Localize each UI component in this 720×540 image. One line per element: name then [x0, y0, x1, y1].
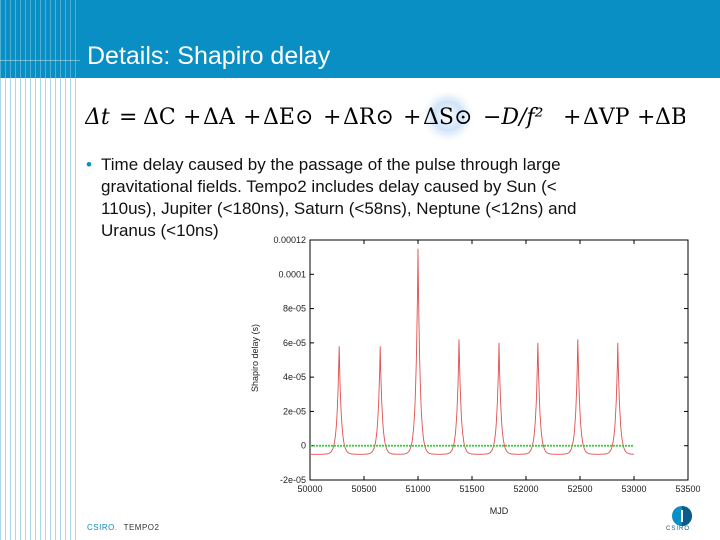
- title-bar: Details: Shapiro delay: [0, 0, 720, 78]
- y-tick-label: -2e-05: [280, 475, 306, 485]
- y-tick-label: 8e-05: [283, 304, 306, 314]
- eq-term-b: ΔB: [655, 105, 685, 130]
- header-rule: [0, 60, 80, 61]
- bullet-line-1: Time delay caused by the passage of the …: [101, 155, 561, 174]
- footer: CSIRO. TEMPO2: [87, 523, 159, 532]
- bullet-dot: •: [86, 155, 92, 174]
- header-stripes: [0, 0, 80, 78]
- y-axis-label: Shapiro delay (s): [250, 324, 260, 392]
- left-decorative-lines: [0, 78, 80, 540]
- x-tick-label: 51500: [459, 484, 484, 494]
- bullet-text: Time delay caused by the passage of the …: [101, 154, 681, 242]
- eq-term-r: ΔR⊙: [343, 105, 394, 130]
- x-tick-label: 53500: [675, 484, 700, 494]
- footer-project: TEMPO2: [123, 523, 160, 532]
- eq-term-e: ΔE⊙: [263, 105, 313, 130]
- eq-term-vp: ΔVP: [583, 105, 630, 130]
- bullet-line-2: gravitational fields. Tempo2 includes de…: [101, 177, 557, 196]
- x-axis-label: MJD: [490, 506, 509, 516]
- timing-equation: Δt = ΔC + ΔA + ΔE⊙ + ΔR⊙ + ΔS⊙ −D/f² + Δ…: [85, 92, 685, 142]
- eq-equals: =: [119, 105, 137, 130]
- footer-org: CSIRO.: [87, 523, 118, 532]
- eq-plus-2: +: [243, 105, 261, 130]
- slide-title: Details: Shapiro delay: [87, 42, 331, 70]
- y-tick-label: 6e-05: [283, 338, 306, 348]
- eq-term-s: ΔS⊙: [423, 105, 472, 130]
- y-tick-label: 0: [301, 441, 306, 451]
- eq-term-d: −D/f²: [483, 105, 543, 130]
- bullet-line-3: 110us), Jupiter (<180ns), Saturn (<58ns)…: [101, 199, 577, 218]
- eq-plus-5: +: [563, 105, 581, 130]
- csiro-logo-icon: [672, 506, 692, 526]
- eq-plus-4: +: [403, 105, 421, 130]
- x-tick-label: 53000: [621, 484, 646, 494]
- x-tick-label: 52000: [513, 484, 538, 494]
- eq-term-a: ΔA: [203, 105, 236, 130]
- shapiro-delay-chart: -2e-05 0 2e-05 4e-05 6e-05 8e-05 0.0001 0.00012…: [250, 235, 700, 516]
- highlight-glow: [422, 92, 474, 142]
- logo-caption: CSIRO: [666, 526, 691, 532]
- y-tick-label: 0.00012: [273, 235, 306, 245]
- x-tick-label: 51000: [405, 484, 430, 494]
- eq-plus-1: +: [183, 105, 201, 130]
- y-tick-label: 4e-05: [283, 372, 306, 382]
- x-axis-ticks: 50000 50500 51000 51500 52000 52500 53000 53500: [297, 240, 700, 494]
- x-tick-label: 50000: [297, 484, 322, 494]
- y-tick-label: 0.0001: [278, 269, 306, 279]
- eq-plus-3: +: [323, 105, 341, 130]
- eq-plus-6: +: [637, 105, 655, 130]
- bullet-line-4: Uranus (<10ns): [101, 221, 219, 240]
- series-line-red: [310, 248, 634, 455]
- eq-lhs: Δt: [85, 105, 110, 130]
- plot-frame: [309, 239, 689, 481]
- eq-term-c: ΔC: [143, 105, 176, 130]
- x-tick-label: 50500: [351, 484, 376, 494]
- chart-series: [310, 248, 634, 455]
- y-axis-ticks: -2e-05 0 2e-05 4e-05 6e-05 8e-05 0.0001 0.00012: [273, 235, 688, 485]
- y-tick-label: 2e-05: [283, 406, 306, 416]
- x-tick-label: 52500: [567, 484, 592, 494]
